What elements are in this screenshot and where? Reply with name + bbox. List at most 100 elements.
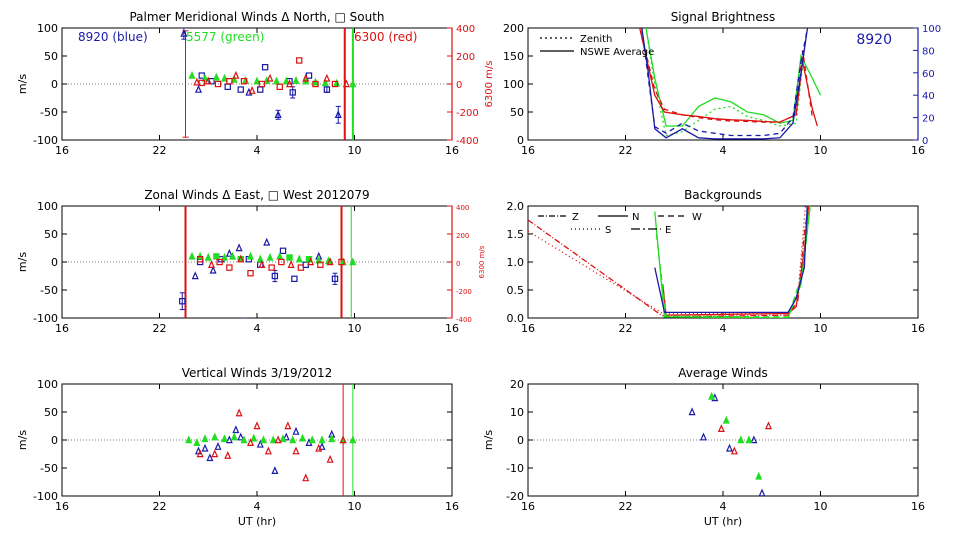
y2-tick-label: 200	[456, 232, 469, 240]
x-axis-label: UT (hr)	[704, 515, 742, 528]
marker-triangle	[211, 432, 219, 441]
marker-triangle	[225, 435, 233, 444]
marker-square	[276, 83, 283, 90]
y-tick-label: 20	[510, 378, 524, 391]
marker-square	[237, 86, 244, 93]
marker-triangle	[318, 442, 326, 450]
y-tick-label: 0	[517, 434, 524, 447]
y-tick-label: 0	[517, 134, 524, 147]
y2-tick-label: 0	[456, 80, 462, 91]
marker-triangle	[248, 86, 256, 94]
marker-triangle	[258, 260, 266, 268]
x-tick-label: 16	[445, 322, 459, 335]
marker-square	[213, 253, 220, 260]
marker-triangle	[717, 424, 725, 432]
x-tick-label: 16	[55, 322, 69, 335]
x-tick-label: 22	[619, 500, 633, 513]
marker-square	[296, 57, 303, 64]
marker-triangle	[230, 432, 238, 441]
chart-title: Average Winds	[678, 366, 768, 380]
marker-triangle	[318, 435, 326, 444]
marker-triangle	[259, 435, 268, 444]
x-tick-label: 4	[720, 144, 727, 157]
x-tick-label: 16	[521, 322, 535, 335]
y2-tick-label: -400	[456, 136, 479, 147]
series-line	[528, 206, 807, 315]
y2-tick-label: 60	[922, 69, 935, 80]
marker-triangle	[349, 257, 357, 266]
marker-square	[271, 272, 279, 280]
y2-tick-label: 20	[922, 114, 935, 125]
marker-triangle	[201, 73, 209, 82]
marker-triangle	[276, 251, 284, 260]
marker-triangle	[230, 74, 238, 83]
plot-area	[639, 28, 822, 140]
y-tick-label: -100	[33, 134, 58, 147]
legend-label: N	[632, 212, 639, 223]
y-axis-label: m/s	[482, 430, 495, 450]
y2-tick-label: 400	[456, 204, 469, 212]
y2-tick-label: -400	[456, 316, 472, 324]
chart-p1: Palmer Meridional Winds Δ North, □ South…	[16, 10, 495, 157]
legend-entry: 5577 (green)	[186, 30, 264, 44]
marker-triangle	[240, 435, 248, 444]
y2-tick-label: 0	[456, 260, 460, 268]
x-tick-label: 4	[720, 322, 727, 335]
y-tick-label: 0	[51, 256, 58, 269]
marker-triangle	[250, 433, 258, 442]
marker-square	[291, 275, 298, 283]
marker-triangle	[266, 73, 274, 82]
marker-triangle	[292, 75, 300, 84]
x-tick-label: 16	[55, 144, 69, 157]
series-line	[528, 206, 809, 318]
y2-tick-label: 0	[922, 136, 928, 147]
marker-triangle	[287, 260, 295, 268]
marker-triangle	[708, 391, 716, 400]
legend-label: Zenith	[580, 34, 612, 45]
marker-triangle	[764, 421, 773, 430]
marker-triangle	[191, 271, 199, 280]
marker-triangle	[220, 73, 229, 82]
marker-triangle	[196, 449, 204, 458]
marker-square	[312, 80, 319, 88]
legend-label: S	[605, 225, 611, 236]
plot-area	[688, 391, 773, 496]
series-line	[645, 28, 805, 137]
marker-triangle	[688, 407, 696, 416]
y-tick-label: 100	[503, 78, 524, 91]
marker-square	[196, 256, 204, 263]
marker-triangle	[282, 76, 290, 85]
series-line	[639, 28, 814, 123]
chart-title: Signal Brightness	[671, 10, 776, 24]
y-tick-label: 0	[51, 78, 58, 91]
marker-triangle	[302, 473, 310, 482]
x-tick-label: 10	[348, 500, 362, 513]
marker-triangle	[229, 251, 237, 260]
x-tick-label: 16	[521, 500, 535, 513]
marker-triangle	[256, 254, 264, 263]
marker-square	[317, 261, 324, 269]
marker-square	[289, 89, 296, 96]
x-tick-label: 10	[348, 322, 362, 335]
marker-square	[198, 79, 205, 87]
marker-triangle	[204, 76, 212, 85]
legend-label: E	[665, 225, 671, 236]
chart-title: Zonal Winds Δ East, □ West 2012079	[144, 188, 369, 202]
marker-triangle	[266, 252, 274, 261]
marker-triangle	[699, 432, 708, 441]
y2-tick-label: 100	[922, 24, 941, 35]
marker-triangle	[271, 466, 279, 474]
marker-triangle	[193, 77, 201, 86]
marker-triangle	[220, 252, 229, 261]
marker-square	[331, 275, 339, 283]
plot-area	[179, 206, 357, 318]
y2-axis-label: 6300 m/s	[484, 61, 495, 108]
y-tick-label: -100	[33, 312, 58, 325]
marker-triangle	[285, 79, 294, 88]
marker-square	[323, 86, 331, 93]
x-tick-label: 16	[911, 322, 925, 335]
marker-triangle	[308, 435, 316, 444]
marker-triangle	[204, 252, 212, 261]
marker-triangle	[737, 435, 745, 444]
